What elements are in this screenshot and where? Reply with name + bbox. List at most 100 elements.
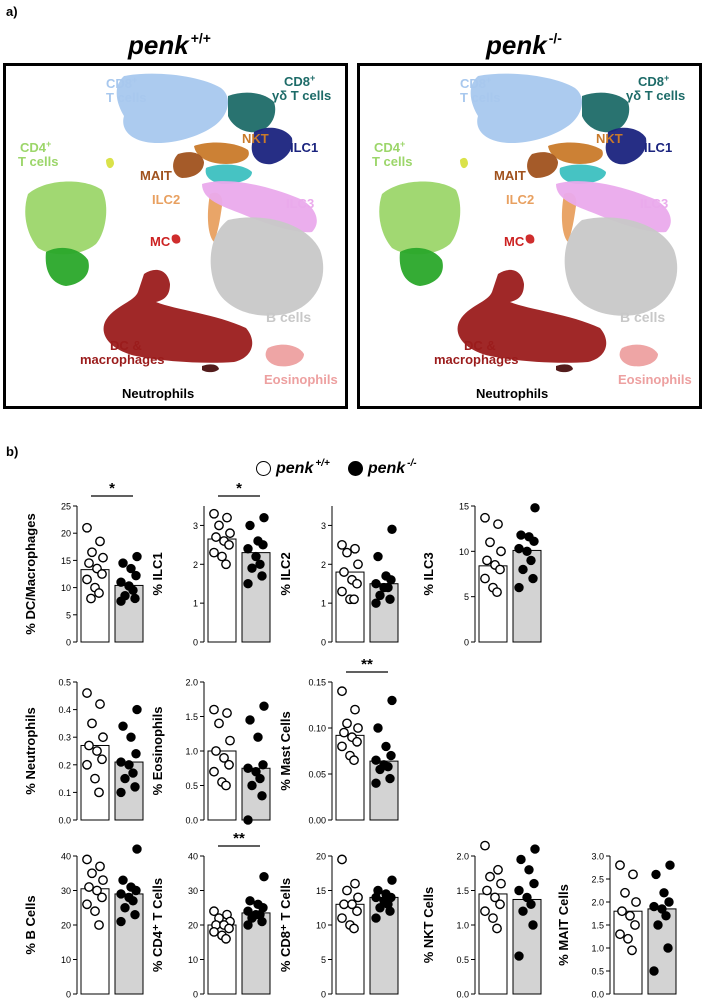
y-tick-label: 1.0 (591, 944, 604, 954)
y-axis-label: % NKT Cells (421, 887, 436, 964)
point-ko (126, 732, 136, 742)
legend-wt-text: penk (276, 460, 314, 477)
point-wt (222, 708, 232, 718)
y-tick-label: 2 (321, 560, 326, 570)
point-ko (664, 897, 674, 907)
point-ko (371, 778, 381, 788)
point-ko (663, 943, 673, 953)
point-wt (209, 704, 219, 715)
point-wt (98, 552, 108, 563)
point-wt (209, 766, 219, 777)
point-ko (245, 520, 255, 531)
umap-cluster-mc (525, 234, 535, 244)
point-ko (131, 749, 141, 759)
point-wt (350, 543, 360, 554)
y-tick-label: 0.05 (308, 770, 326, 780)
y-tick-label: 5 (66, 610, 71, 620)
point-ko (522, 892, 532, 903)
point-ko (649, 901, 659, 912)
y-tick-label: 10 (61, 955, 71, 965)
point-ko (524, 865, 534, 875)
y-tick-label: 1.0 (185, 747, 198, 757)
significance-label: ** (361, 656, 373, 673)
point-wt (84, 558, 94, 569)
y-tick-label: 20 (316, 852, 326, 862)
point-wt (480, 512, 490, 523)
point-wt (221, 933, 231, 944)
point-wt (488, 913, 498, 923)
point-ko (371, 579, 381, 589)
point-wt (492, 587, 502, 598)
point-ko (381, 741, 391, 752)
point-ko (530, 844, 540, 854)
y-tick-label: 15 (459, 502, 469, 512)
umap-cluster-mait (173, 152, 204, 178)
umap-cluster-bcells (564, 217, 678, 316)
point-wt (352, 578, 362, 589)
point-ko (131, 885, 141, 896)
y-tick-label: 0.5 (591, 967, 604, 977)
point-ko (255, 773, 265, 784)
y-tick-label: 5 (321, 955, 326, 965)
umap-title-wt-sup: +/+ (190, 30, 211, 46)
point-ko (245, 896, 255, 906)
umap-label-cd4: CD4+ (20, 139, 51, 155)
umap-cluster-dc (457, 269, 607, 363)
point-ko (371, 913, 381, 923)
y-tick-label: 0 (321, 990, 326, 999)
chart-0: 0 5 10 15 20 25 % DC/Macrophages * (23, 480, 144, 648)
umap-cluster-mc (171, 234, 181, 244)
y-axis-label: % ILC2 (278, 552, 293, 595)
point-wt (209, 906, 219, 917)
umap-label-mait: MAIT (494, 168, 526, 183)
legend-filled-circle-icon (347, 460, 363, 476)
chart-3: 0 5 10 15 % ILC3 (421, 502, 542, 648)
y-tick-label: 10 (188, 955, 198, 965)
y-tick-label: 0.00 (308, 816, 326, 826)
point-ko (258, 540, 268, 550)
point-ko (371, 892, 381, 903)
umap-label-cd4_tcells: T cells (18, 154, 58, 169)
umap-cluster-mait (527, 152, 558, 178)
umap-label-mc: MC (150, 234, 171, 249)
umap-label-nkt: NKT (596, 131, 623, 146)
point-wt (209, 508, 219, 519)
point-ko (118, 558, 128, 568)
point-ko (530, 503, 540, 513)
legend-wt-sup: +/+ (315, 458, 330, 469)
point-wt (482, 885, 492, 896)
point-ko (132, 844, 142, 854)
point-wt (495, 899, 505, 910)
y-tick-label: 40 (61, 852, 71, 862)
point-wt (337, 539, 347, 550)
umap-cluster-cd4_light (379, 181, 461, 255)
y-tick-label: 10 (459, 547, 469, 557)
umap-label-ilc2: ILC2 (506, 192, 534, 207)
point-ko (116, 757, 126, 767)
legend-wt-label: penk +/+ (276, 458, 330, 478)
point-wt (623, 933, 633, 944)
point-ko (255, 559, 265, 569)
umap-label-ilc2: ILC2 (152, 192, 180, 207)
chart-10: 0.0 0.5 1.0 1.5 2.0 % NKT Cells (421, 840, 542, 999)
chart-1: 0 1 2 3 % ILC1 * (150, 480, 271, 648)
y-axis-label: % CD8⁺ T Cells (278, 878, 293, 972)
point-ko (257, 571, 267, 581)
umap-cluster-ilc2 (561, 192, 577, 242)
point-wt (625, 910, 635, 921)
umap-label-sup: + (400, 139, 405, 149)
umap-cluster-eos (619, 344, 658, 367)
point-wt (82, 574, 92, 585)
y-tick-label: 0.0 (58, 816, 71, 826)
y-tick-label: 15 (61, 556, 71, 566)
umap-label-cd8gd_tcells: γδ T cells (626, 88, 685, 103)
y-tick-label: 2 (193, 560, 198, 570)
y-tick-label: 1.5 (591, 921, 604, 931)
point-ko (383, 582, 393, 593)
umap-label-sup: + (664, 73, 669, 83)
umap-cluster-cd8 (116, 73, 229, 144)
point-wt (97, 569, 107, 579)
y-tick-label: 40 (188, 852, 198, 862)
y-tick-label: 3 (321, 521, 326, 531)
